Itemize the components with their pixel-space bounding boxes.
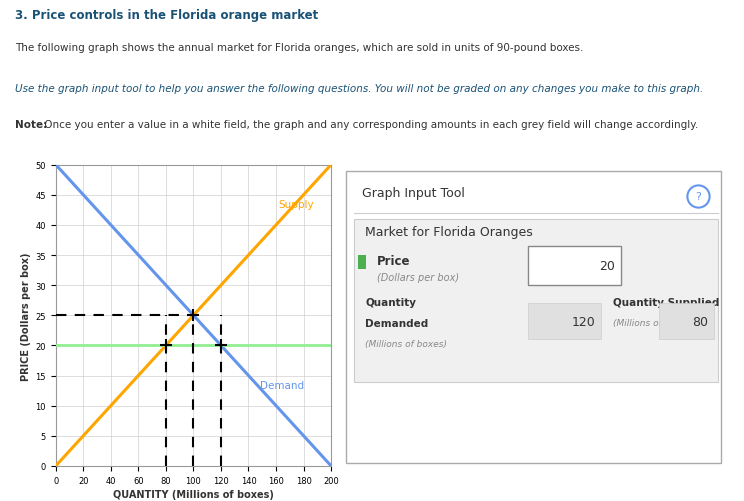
Text: Price: Price xyxy=(377,254,411,267)
Text: Supply: Supply xyxy=(279,199,315,209)
Y-axis label: PRICE (Dollars per box): PRICE (Dollars per box) xyxy=(22,252,31,380)
FancyBboxPatch shape xyxy=(528,304,601,340)
Text: Use the graph input tool to help you answer the following questions. You will no: Use the graph input tool to help you ans… xyxy=(15,84,703,94)
Text: 80: 80 xyxy=(692,315,708,328)
Text: Quantity Supplied: Quantity Supplied xyxy=(613,298,719,308)
FancyBboxPatch shape xyxy=(354,219,717,382)
Text: Graph Input Tool: Graph Input Tool xyxy=(362,186,464,199)
Text: Demanded: Demanded xyxy=(365,319,429,329)
FancyBboxPatch shape xyxy=(659,304,713,340)
Text: (Millions of boxes): (Millions of boxes) xyxy=(613,319,695,328)
Text: 120: 120 xyxy=(572,315,596,328)
Text: (Millions of boxes): (Millions of boxes) xyxy=(365,340,447,349)
Text: Quantity: Quantity xyxy=(365,298,417,308)
FancyBboxPatch shape xyxy=(346,171,722,463)
Text: Market for Florida Oranges: Market for Florida Oranges xyxy=(365,225,533,238)
Text: (Dollars per box): (Dollars per box) xyxy=(377,272,459,282)
Text: Demand: Demand xyxy=(260,380,304,390)
Text: Note:: Note: xyxy=(15,120,47,130)
X-axis label: QUANTITY (Millions of boxes): QUANTITY (Millions of boxes) xyxy=(113,489,274,499)
Text: 20: 20 xyxy=(599,260,615,273)
Text: Once you enter a value in a white field, the graph and any corresponding amounts: Once you enter a value in a white field,… xyxy=(41,120,698,130)
FancyBboxPatch shape xyxy=(528,246,620,286)
Text: 3. Price controls in the Florida orange market: 3. Price controls in the Florida orange … xyxy=(15,9,318,22)
Text: The following graph shows the annual market for Florida oranges, which are sold : The following graph shows the annual mar… xyxy=(15,43,583,53)
FancyBboxPatch shape xyxy=(358,256,366,269)
Text: ?: ? xyxy=(695,192,701,202)
